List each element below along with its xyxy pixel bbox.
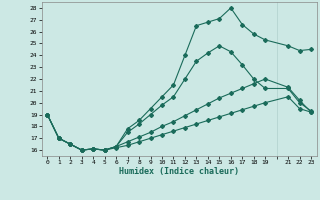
X-axis label: Humidex (Indice chaleur): Humidex (Indice chaleur) [119, 167, 239, 176]
